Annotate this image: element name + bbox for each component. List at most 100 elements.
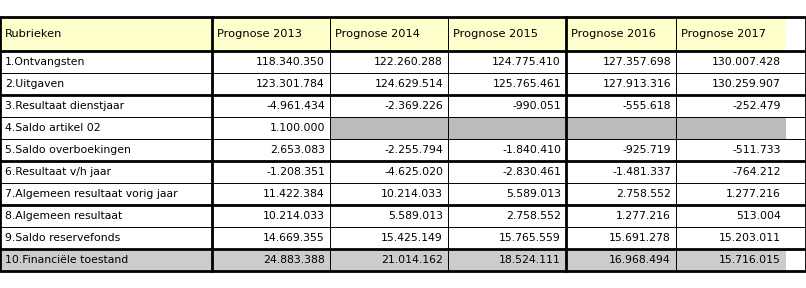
Bar <box>330 183 448 205</box>
Text: 15.425.149: 15.425.149 <box>381 233 443 243</box>
Text: 513.004: 513.004 <box>736 211 781 221</box>
Text: -764.212: -764.212 <box>733 167 781 177</box>
Bar <box>0 161 212 183</box>
Text: 9.Saldo reservefonds: 9.Saldo reservefonds <box>5 233 120 243</box>
Text: 18.524.111: 18.524.111 <box>499 255 561 265</box>
Bar <box>330 73 448 95</box>
Bar <box>448 161 566 183</box>
Text: 4.Saldo artikel 02: 4.Saldo artikel 02 <box>5 123 101 133</box>
Bar <box>448 17 566 51</box>
Bar <box>676 227 786 249</box>
Bar <box>0 139 212 161</box>
Text: 2.Uitgaven: 2.Uitgaven <box>5 79 64 89</box>
Text: -990.051: -990.051 <box>513 101 561 111</box>
Bar <box>0 117 212 139</box>
Text: 15.716.015: 15.716.015 <box>719 255 781 265</box>
Bar <box>676 17 786 51</box>
Text: 1.100.000: 1.100.000 <box>269 123 325 133</box>
Bar <box>566 227 676 249</box>
Text: 5.Saldo overboekingen: 5.Saldo overboekingen <box>5 145 131 155</box>
Bar <box>212 183 330 205</box>
Text: 130.259.907: 130.259.907 <box>713 79 781 89</box>
Text: 2.653.083: 2.653.083 <box>270 145 325 155</box>
Bar <box>448 139 566 161</box>
Text: 11.422.384: 11.422.384 <box>264 189 325 199</box>
Text: -925.719: -925.719 <box>622 145 671 155</box>
Text: 15.691.278: 15.691.278 <box>609 233 671 243</box>
Text: Prognose 2013: Prognose 2013 <box>217 29 302 39</box>
Bar <box>0 95 212 117</box>
Bar <box>212 117 330 139</box>
Text: -1.208.351: -1.208.351 <box>266 167 325 177</box>
Text: 5.589.013: 5.589.013 <box>506 189 561 199</box>
Bar <box>0 249 212 271</box>
Bar <box>330 161 448 183</box>
Text: 1.277.216: 1.277.216 <box>726 189 781 199</box>
Bar <box>448 205 566 227</box>
Text: -252.479: -252.479 <box>733 101 781 111</box>
Text: -555.618: -555.618 <box>622 101 671 111</box>
Text: Rubrieken: Rubrieken <box>5 29 62 39</box>
Text: 10.214.033: 10.214.033 <box>381 189 443 199</box>
Text: 2.758.552: 2.758.552 <box>616 189 671 199</box>
Bar <box>676 73 786 95</box>
Text: Prognose 2014: Prognose 2014 <box>335 29 420 39</box>
Text: 130.007.428: 130.007.428 <box>712 57 781 67</box>
Bar <box>212 17 330 51</box>
Bar <box>566 249 676 271</box>
Bar <box>212 73 330 95</box>
Bar <box>0 17 806 271</box>
Bar <box>448 73 566 95</box>
Text: 127.357.698: 127.357.698 <box>602 57 671 67</box>
Text: 124.629.514: 124.629.514 <box>374 79 443 89</box>
Bar <box>212 139 330 161</box>
Bar <box>330 17 448 51</box>
Text: 1.277.216: 1.277.216 <box>616 211 671 221</box>
Bar <box>676 205 786 227</box>
Bar <box>0 51 212 73</box>
Bar <box>566 161 676 183</box>
Bar <box>330 95 448 117</box>
Text: -4.625.020: -4.625.020 <box>384 167 443 177</box>
Text: 5.589.013: 5.589.013 <box>388 211 443 221</box>
Text: 10.214.033: 10.214.033 <box>263 211 325 221</box>
Bar <box>330 227 448 249</box>
Bar <box>212 95 330 117</box>
Bar <box>330 205 448 227</box>
Text: 122.260.288: 122.260.288 <box>374 57 443 67</box>
Bar <box>448 95 566 117</box>
Bar <box>566 73 676 95</box>
Bar <box>0 205 212 227</box>
Bar <box>330 139 448 161</box>
Bar <box>566 17 676 51</box>
Text: -2.830.461: -2.830.461 <box>502 167 561 177</box>
Bar <box>212 51 330 73</box>
Text: 16.968.494: 16.968.494 <box>609 255 671 265</box>
Text: 15.765.559: 15.765.559 <box>499 233 561 243</box>
Bar <box>566 183 676 205</box>
Bar <box>0 73 212 95</box>
Bar <box>676 183 786 205</box>
Bar <box>676 249 786 271</box>
Text: -2.255.794: -2.255.794 <box>384 145 443 155</box>
Bar <box>0 17 212 51</box>
Text: 14.669.355: 14.669.355 <box>264 233 325 243</box>
Bar <box>212 205 330 227</box>
Bar <box>566 205 676 227</box>
Text: -511.733: -511.733 <box>733 145 781 155</box>
Bar <box>566 95 676 117</box>
Text: Prognose 2016: Prognose 2016 <box>571 29 656 39</box>
Bar <box>566 117 676 139</box>
Text: 15.203.011: 15.203.011 <box>719 233 781 243</box>
Bar <box>448 227 566 249</box>
Bar <box>212 161 330 183</box>
Text: 123.301.784: 123.301.784 <box>256 79 325 89</box>
Bar <box>330 51 448 73</box>
Text: Prognose 2017: Prognose 2017 <box>681 29 766 39</box>
Text: Prognose 2015: Prognose 2015 <box>453 29 538 39</box>
Text: -1.481.337: -1.481.337 <box>613 167 671 177</box>
Text: 8.Algemeen resultaat: 8.Algemeen resultaat <box>5 211 123 221</box>
Text: 21.014.162: 21.014.162 <box>381 255 443 265</box>
Bar <box>676 117 786 139</box>
Bar <box>448 183 566 205</box>
